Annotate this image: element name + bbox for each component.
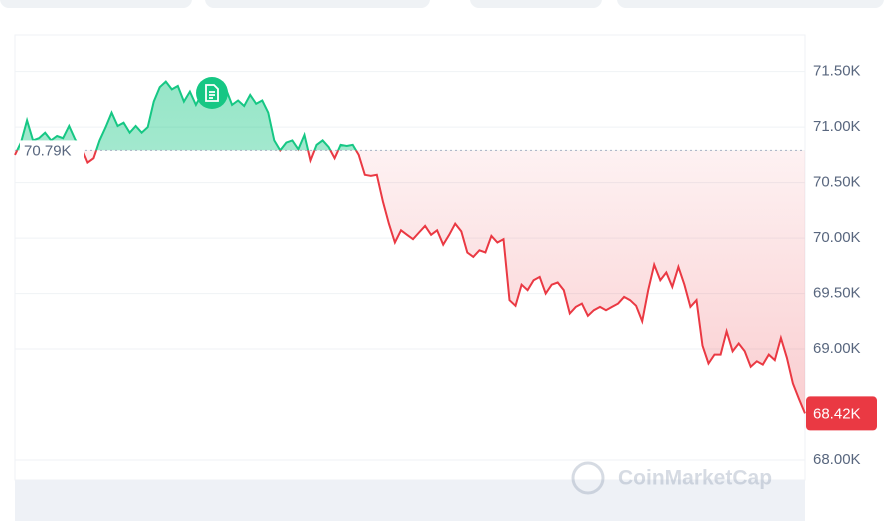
price-line-down	[14, 150, 806, 414]
tab[interactable]	[0, 0, 192, 8]
news-marker[interactable]	[196, 77, 228, 109]
watermark: CoinMarketCap	[571, 461, 772, 495]
y-tick-label: 70.50K	[813, 174, 861, 191]
y-tick-label: 71.00K	[813, 118, 861, 135]
tab[interactable]	[470, 0, 602, 8]
y-tick-label: 71.50K	[813, 63, 861, 80]
baseline-label: 70.79K	[24, 142, 72, 159]
y-tick-label: 70.00K	[813, 229, 861, 246]
tab[interactable]	[205, 0, 430, 8]
area-down	[15, 150, 805, 414]
watermark-text: CoinMarketCap	[618, 467, 772, 490]
baseline-label-bg	[20, 140, 84, 161]
marker-circle[interactable]	[196, 77, 228, 109]
current-price-bg	[806, 396, 877, 431]
top-tabs	[0, 0, 884, 8]
volume-area	[15, 480, 805, 521]
watermark-logo	[571, 461, 605, 495]
y-tick-label: 68.00K	[813, 451, 861, 468]
marker-icon	[205, 84, 219, 102]
tab[interactable]	[617, 0, 884, 8]
y-tick-label: 69.00K	[813, 340, 861, 357]
price-line-up	[16, 80, 358, 151]
y-tick-label: 69.50K	[813, 285, 861, 302]
current-price-label: 68.42K	[813, 405, 861, 422]
